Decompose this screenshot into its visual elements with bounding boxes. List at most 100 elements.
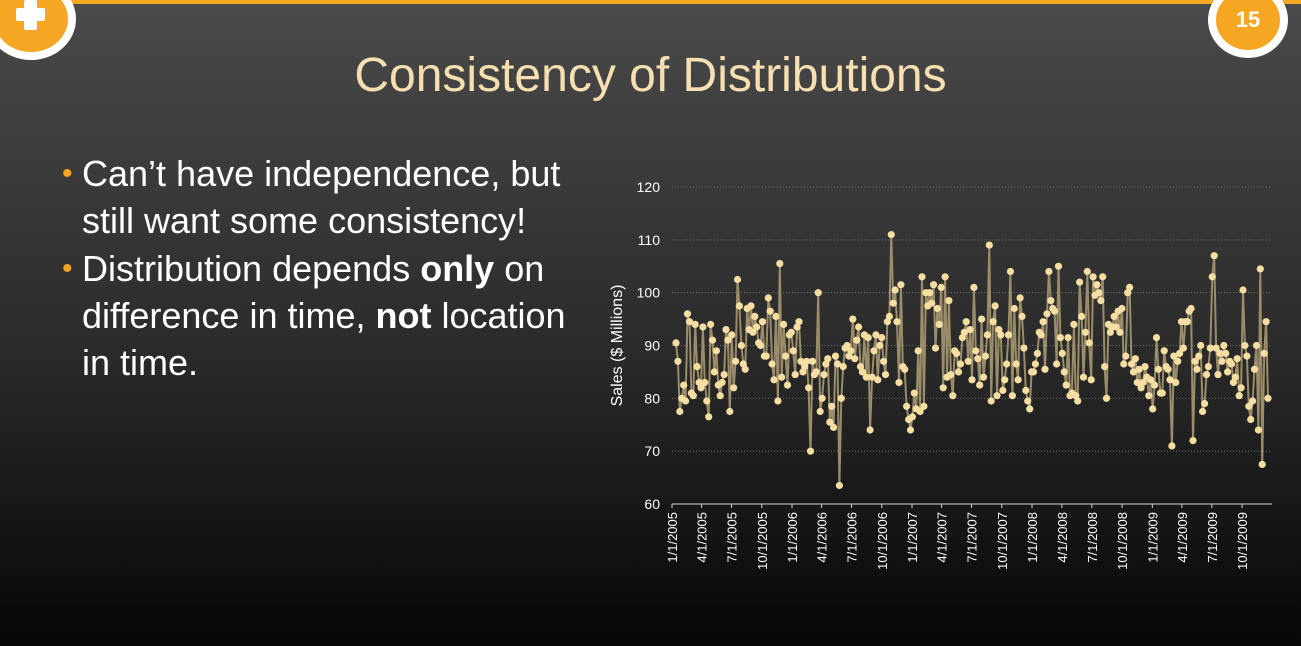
x-tick-label: 1/1/2007: [905, 512, 920, 563]
data-point: [939, 384, 947, 392]
data-point: [1260, 349, 1268, 357]
sales-line-chart: 60 70 80 90 100 110 120 Sales ($ Millions) 1/1/2…: [609, 179, 1272, 570]
data-point: [956, 360, 965, 368]
data-point: [874, 376, 882, 384]
data-point: [1097, 297, 1105, 305]
data-point: [1129, 368, 1138, 376]
data-point: [814, 289, 822, 297]
data-point: [991, 302, 999, 310]
data-point: [683, 310, 692, 318]
data-point: [1183, 318, 1191, 326]
y-tick-label: 90: [644, 338, 660, 354]
data-point: [1062, 381, 1070, 389]
data-point: [1216, 349, 1224, 357]
data-point: [1079, 373, 1088, 381]
data-point: [974, 355, 982, 363]
data-point: [1102, 394, 1111, 402]
bullet-text: location in time.: [82, 295, 566, 383]
data-point: [870, 347, 878, 355]
x-tick-label: 4/1/2005: [695, 512, 710, 563]
data-point: [1158, 389, 1166, 397]
data-point: [1224, 368, 1232, 376]
data-point: [795, 318, 803, 326]
data-point: [1041, 365, 1049, 373]
data-point: [1197, 341, 1205, 350]
data-point: [1020, 344, 1028, 352]
data-point: [672, 339, 680, 347]
data-point: [737, 341, 745, 350]
y-tick-label: 110: [638, 232, 661, 248]
data-point: [1118, 304, 1126, 313]
data-point: [1006, 267, 1014, 276]
data-point: [676, 407, 684, 416]
data-point: [1152, 334, 1161, 342]
data-point: [1176, 349, 1184, 357]
data-point: [722, 326, 730, 334]
x-tick-label: 4/1/2006: [815, 512, 830, 563]
data-point: [1018, 312, 1026, 320]
data-point: [868, 373, 876, 381]
data-point: [1151, 381, 1159, 389]
data-point: [1202, 371, 1211, 379]
data-point: [1252, 341, 1261, 350]
data-point: [1254, 426, 1262, 434]
data-point: [708, 336, 717, 344]
x-tick-label: 4/1/2007: [935, 512, 950, 563]
data-point: [1070, 320, 1078, 328]
data-point: [674, 357, 682, 365]
data-point: [895, 378, 903, 387]
data-point: [703, 397, 711, 405]
data-point: [1264, 394, 1272, 402]
data-point: [1179, 344, 1187, 352]
data-point: [1029, 368, 1038, 376]
data-point: [1149, 405, 1157, 413]
x-tick-label: 10/1/2005: [755, 512, 770, 570]
data-point: [705, 413, 713, 421]
data-point: [916, 407, 924, 416]
data-point: [1139, 378, 1147, 387]
data-point: [1047, 297, 1055, 305]
data-point: [1212, 344, 1220, 352]
data-point: [837, 394, 845, 402]
data-point: [1031, 360, 1039, 368]
data-point: [1003, 360, 1011, 368]
data-point: [699, 323, 707, 331]
data-point: [774, 397, 782, 405]
data-point: [1199, 407, 1207, 416]
data-point: [766, 307, 774, 315]
bullet-dot-icon: •: [62, 157, 73, 190]
data-point: [1099, 273, 1107, 281]
bullet-text: Distribution depends: [82, 248, 421, 289]
data-point: [1160, 347, 1168, 355]
data-point: [685, 318, 694, 326]
data-point: [968, 376, 976, 384]
data-point: [893, 318, 901, 326]
data-point: [1245, 402, 1253, 410]
data-point: [920, 402, 928, 410]
data-point: [987, 397, 995, 405]
data-point: [981, 352, 990, 360]
data-point: [733, 275, 742, 284]
data-point: [935, 320, 943, 328]
data-point: [872, 331, 880, 339]
data-point: [787, 328, 795, 336]
data-point: [891, 286, 899, 294]
data-point: [880, 357, 888, 365]
data-point: [887, 231, 895, 239]
data-point: [1250, 365, 1259, 373]
x-tick-label: 10/1/2009: [1235, 512, 1250, 570]
data-point: [1095, 289, 1103, 297]
data-point: [724, 336, 732, 344]
data-point: [853, 336, 861, 344]
data-point: [947, 371, 955, 379]
data-point: [931, 344, 940, 352]
data-point: [1222, 349, 1230, 357]
data-point: [989, 318, 997, 326]
data-point: [1145, 392, 1153, 400]
bullet-text: Can’t have independence, but still want …: [82, 153, 561, 241]
data-point: [1220, 341, 1228, 350]
x-tick-label: 1/1/2008: [1025, 512, 1040, 563]
data-point: [1078, 312, 1086, 320]
y-axis-title: Sales ($ Millions): [609, 285, 626, 407]
data-point: [1241, 341, 1249, 350]
